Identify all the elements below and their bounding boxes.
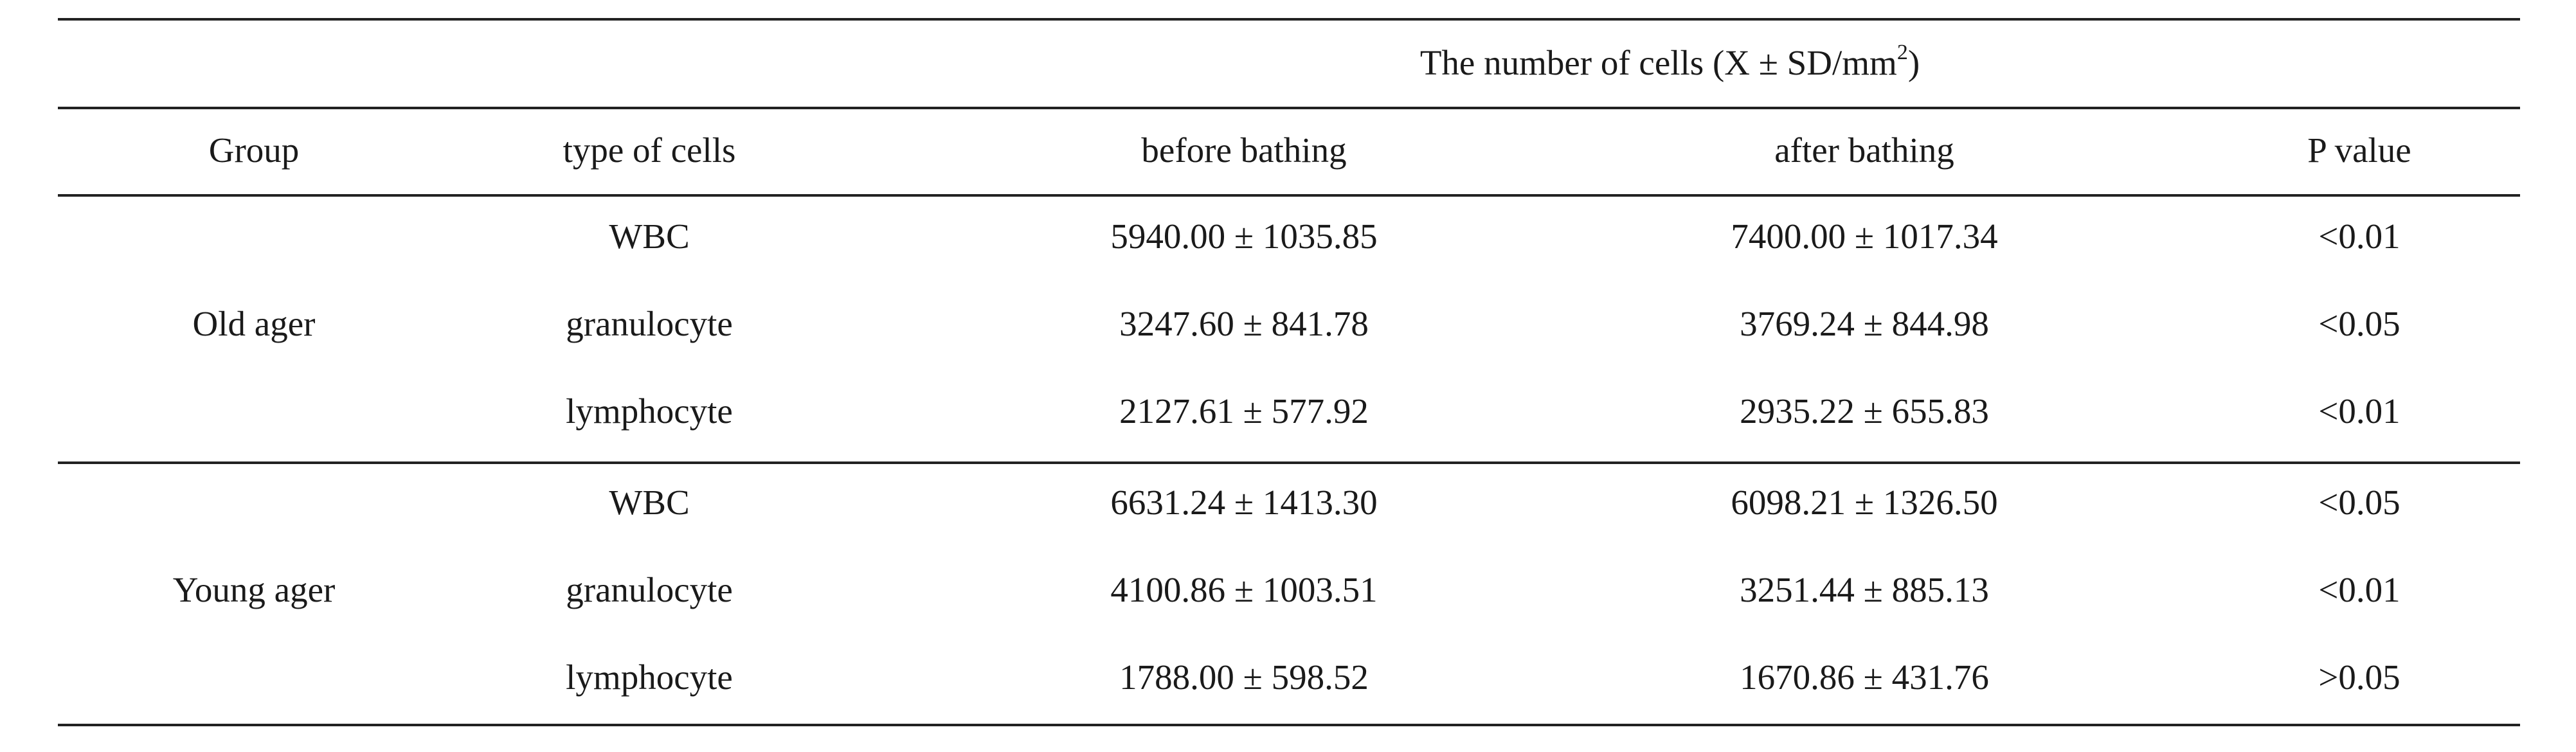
cell-type: lymphocyte (566, 658, 733, 697)
cell-p-value: <0.05 (2318, 483, 2400, 522)
data-table: The number of cells (X ± SD/mm2) Group t… (58, 18, 2520, 726)
cell-before: 3247.60 ± 841.78 (1119, 304, 1369, 343)
table-top-rule (58, 18, 2520, 21)
cell-after: 3251.44 ± 885.13 (1740, 570, 1989, 609)
header-type-of-cells: type of cells (563, 130, 736, 170)
cell-before: 6631.24 ± 1413.30 (1110, 483, 1378, 522)
header-after-bathing: after bathing (1774, 130, 1954, 170)
cell-after: 3769.24 ± 844.98 (1740, 304, 1989, 343)
spanner-header-prefix: The number of cells (X ± SD/mm (1419, 43, 1897, 82)
spanner-header: The number of cells (X ± SD/mm2) (820, 42, 2520, 82)
spanner-header-superscript: 2 (1896, 40, 1908, 64)
cell-after: 7400.00 ± 1017.34 (1731, 217, 1998, 256)
cell-before: 2127.61 ± 577.92 (1119, 391, 1369, 431)
cell-before: 1788.00 ± 598.52 (1119, 658, 1369, 697)
cell-type: granulocyte (566, 570, 733, 609)
cell-type: WBC (609, 217, 690, 256)
cell-p-value: >0.05 (2318, 658, 2400, 697)
spanner-rule (58, 107, 2520, 109)
cell-type: WBC (609, 483, 690, 522)
group-name-old-ager: Old ager (192, 304, 316, 343)
cell-before: 5940.00 ± 1035.85 (1110, 217, 1378, 256)
cell-type: lymphocyte (566, 391, 733, 431)
header-p-value: P value (2307, 130, 2411, 170)
cell-after: 6098.21 ± 1326.50 (1731, 483, 1998, 522)
group-name-young-ager: Young ager (172, 570, 336, 609)
header-before-bathing: before bathing (1141, 130, 1347, 170)
cell-p-value: <0.01 (2318, 391, 2400, 431)
cell-p-value: <0.05 (2318, 304, 2400, 343)
cell-before: 4100.86 ± 1003.51 (1110, 570, 1378, 609)
group-divider-rule (58, 461, 2520, 464)
spanner-header-suffix: ) (1907, 43, 1920, 82)
header-group: Group (208, 130, 300, 170)
cell-type: granulocyte (566, 304, 733, 343)
cell-after: 1670.86 ± 431.76 (1740, 658, 1989, 697)
cell-p-value: <0.01 (2318, 217, 2400, 256)
header-rule (58, 194, 2520, 197)
cell-p-value: <0.01 (2318, 570, 2400, 609)
table-bottom-rule (58, 724, 2520, 726)
cell-after: 2935.22 ± 655.83 (1740, 391, 1989, 431)
